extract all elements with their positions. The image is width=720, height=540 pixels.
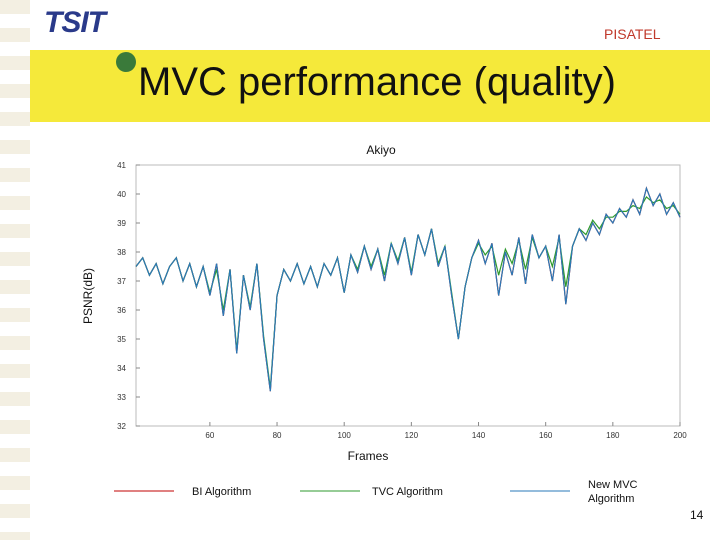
- slide-title: MVC performance (quality): [138, 60, 616, 104]
- x-tick-label: 80: [273, 431, 282, 440]
- title-band: [30, 50, 710, 122]
- y-tick-label: 40: [117, 190, 126, 199]
- y-tick-label: 35: [117, 335, 126, 344]
- y-tick-label: 39: [117, 219, 126, 228]
- logo: TSIT: [44, 6, 106, 39]
- x-tick-label: 200: [673, 431, 687, 440]
- chart-title: Akiyo: [366, 143, 396, 157]
- y-tick-label: 41: [117, 161, 126, 170]
- left-border: [0, 0, 30, 540]
- legend-label: TVC Algorithm: [372, 486, 443, 498]
- legend-label: BI Algorithm: [192, 486, 251, 498]
- y-tick-label: 38: [117, 248, 126, 257]
- x-tick-label: 160: [539, 431, 553, 440]
- y-tick-label: 33: [117, 393, 126, 402]
- x-axis-label: Frames: [348, 449, 389, 463]
- y-tick-label: 36: [117, 306, 126, 315]
- y-axis-label: PSNR(dB): [81, 268, 95, 324]
- y-tick-label: 34: [117, 364, 126, 373]
- x-tick-label: 180: [606, 431, 620, 440]
- plot-area: [135, 164, 681, 427]
- x-tick-label: 140: [472, 431, 486, 440]
- brand: PISATEL: [604, 26, 661, 42]
- bullet: [116, 52, 136, 72]
- legend-label: New MVC Algorithm: [588, 479, 638, 505]
- series-line: [135, 186, 681, 392]
- y-tick-label: 32: [117, 422, 126, 431]
- x-tick-label: 100: [338, 431, 352, 440]
- x-tick-label: 60: [205, 431, 214, 440]
- y-tick-label: 37: [117, 277, 126, 286]
- x-tick-label: 120: [405, 431, 419, 440]
- page-number: 14: [690, 508, 704, 522]
